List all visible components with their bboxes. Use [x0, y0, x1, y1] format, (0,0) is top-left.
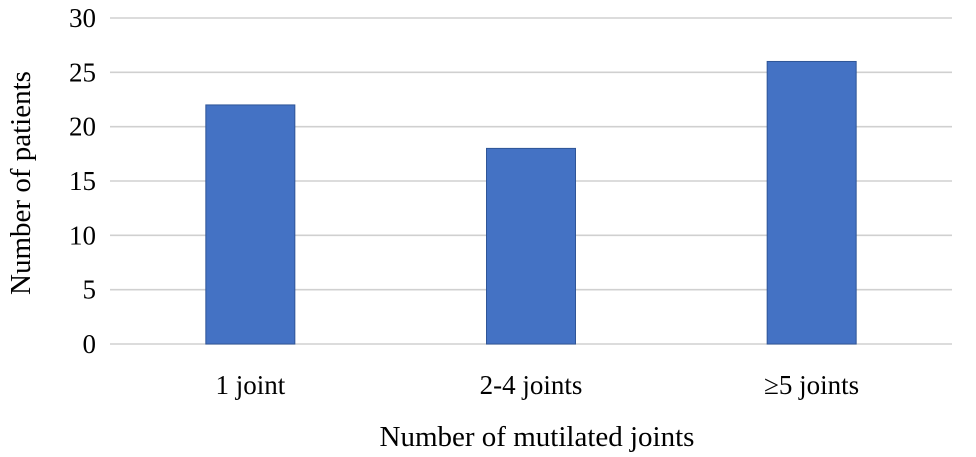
bar	[766, 60, 857, 345]
y-tick-label: 20	[69, 112, 96, 142]
y-tick-label: 25	[69, 57, 96, 87]
y-tick-label: 15	[69, 166, 96, 196]
x-category-label: 1 joint	[215, 370, 285, 400]
bars	[205, 60, 857, 345]
y-axis-ticks: 0 5 10 15 20 25 30	[69, 3, 96, 359]
y-tick-label: 30	[69, 3, 96, 33]
y-tick-label: 0	[83, 329, 97, 359]
y-tick-label: 5	[83, 275, 97, 305]
y-tick-label: 10	[69, 220, 96, 250]
x-axis-label: Number of mutilated joints	[380, 421, 695, 453]
x-axis-categories: 1 joint 2-4 joints ≥5 joints	[215, 370, 859, 400]
bar	[205, 104, 296, 345]
x-category-label: 2-4 joints	[480, 370, 583, 400]
bar	[486, 147, 576, 345]
y-axis-label: Number of patients	[5, 71, 37, 295]
x-category-label: ≥5 joints	[764, 370, 859, 400]
